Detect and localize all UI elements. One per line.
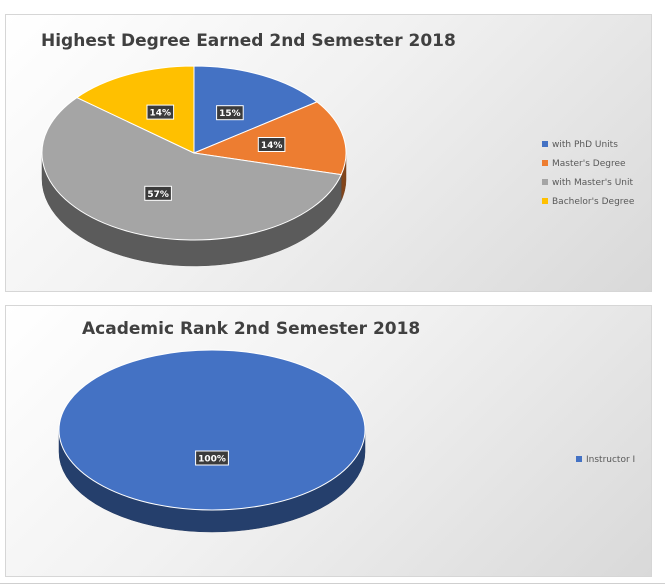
data-label-master-s-degree: 14% — [261, 141, 283, 151]
legend-item-bachelor-s-degree: Bachelor's Degree — [552, 197, 635, 207]
data-label-with-master-s-unit: 57% — [147, 190, 169, 200]
chart-title: Highest Degree Earned 2nd Semester 2018 — [41, 31, 456, 51]
pie-chart-highest-degree: Highest Degree Earned 2nd Semester 2018 … — [41, 31, 635, 267]
legend-item-master-s-degree: Master's Degree — [552, 159, 626, 169]
legend-swatch-instructor-i — [576, 456, 582, 462]
data-label-with-phd-units: 15% — [219, 109, 241, 119]
legend-swatch-with-master-s-unit — [542, 179, 548, 185]
pie-slice-bachelor-s-degree — [75, 65, 195, 154]
chart-panel-highest-degree: Highest Degree Earned 2nd Semester 2018 … — [5, 14, 652, 292]
data-label-box — [216, 105, 244, 121]
pie-chart-academic-rank: Academic Rank 2nd Semester 2018 100% Ins… — [58, 319, 635, 533]
legend-swatch-master-s-degree — [542, 160, 548, 166]
data-label-bachelor-s-degree: 14% — [150, 109, 172, 119]
legend-item-with-master-s-unit: with Master's Unit — [552, 178, 634, 188]
data-label-box — [195, 450, 229, 466]
data-label-box — [146, 104, 175, 120]
legend: with PhD Units Master's Degree with Master… — [542, 140, 635, 207]
pie-slice-with-phd-units — [193, 65, 318, 154]
chart-panel-academic-rank: Academic Rank 2nd Semester 2018 100% Ins… — [5, 305, 652, 577]
divider — [0, 583, 665, 584]
legend-swatch-bachelor-s-degree — [542, 198, 548, 204]
legend-swatch-with-phd-units — [542, 141, 548, 147]
data-label-box — [257, 137, 286, 152]
data-label-instructor-i: 100% — [198, 455, 226, 465]
legend: Instructor I — [576, 455, 635, 465]
chart-title: Academic Rank 2nd Semester 2018 — [82, 319, 420, 339]
pie-slice-instructor-i — [58, 349, 366, 511]
legend-item-instructor-i: Instructor I — [586, 455, 635, 465]
pie-slice-with-master-s-unit — [41, 96, 342, 241]
data-label-box — [144, 185, 172, 201]
legend-item-with-phd-units: with PhD Units — [552, 140, 618, 150]
